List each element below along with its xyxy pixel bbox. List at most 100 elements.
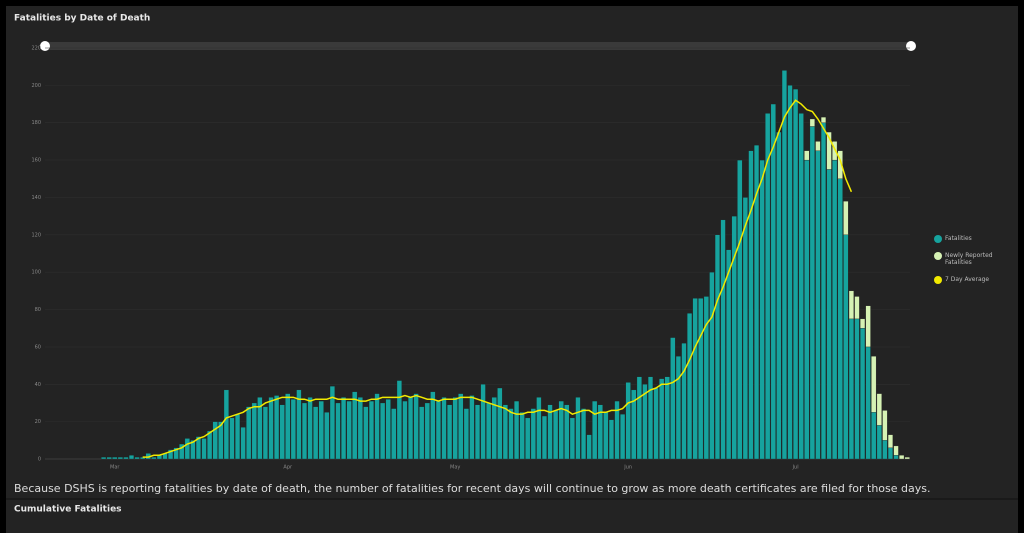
bar: [313, 406, 319, 460]
bar: [837, 150, 843, 179]
bar: [112, 456, 118, 460]
bar: [843, 201, 849, 235]
bar: [335, 402, 341, 460]
bar: [458, 393, 464, 460]
bar: [240, 427, 246, 460]
panel-title: Cumulative Fatalities: [14, 505, 122, 515]
bar: [860, 318, 866, 329]
legend-item[interactable]: Newly Reported Fatalities: [934, 252, 1014, 266]
bar: [580, 408, 587, 460]
bar: [274, 395, 280, 460]
slider-handle[interactable]: [906, 41, 916, 51]
bar: [190, 440, 196, 460]
bar: [223, 389, 229, 460]
bar: [530, 408, 536, 460]
bar: [564, 404, 570, 460]
bar: [837, 178, 843, 460]
bar: [776, 131, 782, 460]
bar: [820, 122, 827, 460]
bar: [843, 234, 849, 460]
bar: [402, 400, 408, 460]
bar: [341, 397, 347, 460]
bar: [536, 397, 542, 460]
y-tick-label: 40: [35, 382, 41, 388]
bar: [848, 290, 854, 320]
bar: [469, 395, 475, 460]
bar: [201, 438, 207, 460]
bar: [329, 385, 335, 460]
bar: [692, 298, 698, 460]
bar: [301, 402, 308, 460]
bar: [101, 456, 107, 460]
y-tick-label: 140: [31, 195, 41, 201]
bar: [413, 393, 419, 460]
note: Because DSHS is reporting fatalities by …: [14, 482, 931, 495]
bar: [497, 387, 503, 460]
bar: [380, 402, 386, 460]
bar: [519, 412, 525, 460]
bar: [854, 296, 860, 320]
bar: [787, 85, 793, 460]
y-tick-label: 20: [35, 419, 41, 425]
bar: [726, 249, 732, 460]
average-line: [142, 99, 853, 458]
bar: [168, 449, 174, 460]
bar: [525, 417, 531, 460]
y-tick-label: 80: [35, 307, 41, 313]
bar: [720, 219, 726, 460]
bar: [832, 141, 838, 161]
bar: [809, 126, 815, 460]
y-tick-label: 120: [31, 232, 41, 238]
y-tick-label: 0: [38, 457, 41, 463]
bar: [352, 391, 358, 460]
bar: [547, 404, 553, 460]
bar: [480, 384, 486, 460]
bar: [731, 215, 737, 460]
y-tick-label: 200: [31, 83, 41, 89]
bar: [346, 400, 352, 460]
bar: [184, 438, 190, 460]
bar: [854, 318, 860, 460]
bar: [765, 113, 771, 460]
bar: [815, 150, 821, 460]
bar: [904, 456, 910, 460]
bar: [257, 397, 263, 460]
range-slider[interactable]: [45, 42, 911, 50]
bar: [893, 455, 899, 460]
bar: [569, 417, 575, 460]
legend-item[interactable]: Fatalities: [934, 235, 1014, 243]
bar: [876, 393, 882, 426]
bar: [117, 456, 123, 460]
bar: [262, 406, 268, 460]
bar: [832, 159, 838, 460]
bar: [391, 408, 397, 460]
bar: [502, 404, 508, 460]
x-tick-label: Mar: [110, 465, 120, 471]
bar: [173, 447, 179, 460]
bar: [246, 406, 252, 460]
y-tick-label: 60: [35, 344, 41, 350]
bar: [407, 397, 414, 460]
slider-handle[interactable]: [40, 41, 50, 51]
bar: [848, 318, 854, 460]
bar: [860, 328, 866, 460]
bar: [871, 356, 877, 413]
bar: [899, 455, 905, 460]
y-tick-label: 180: [31, 120, 41, 126]
bar: [363, 406, 369, 460]
bar: [759, 159, 765, 460]
legend-item[interactable]: 7 Day Average: [934, 276, 1014, 284]
bar: [865, 305, 871, 348]
bar: [664, 376, 670, 460]
bar: [748, 150, 754, 460]
bar: [647, 376, 654, 460]
bar: [781, 70, 787, 460]
bar: [279, 404, 285, 460]
chart-title: Fatalities by Date of Death: [14, 14, 150, 24]
bar: [452, 397, 458, 460]
bar: [826, 169, 832, 460]
bar: [285, 393, 291, 460]
bar: [893, 445, 899, 456]
bar: [687, 313, 693, 460]
legend-label: Newly Reported Fatalities: [945, 252, 993, 266]
